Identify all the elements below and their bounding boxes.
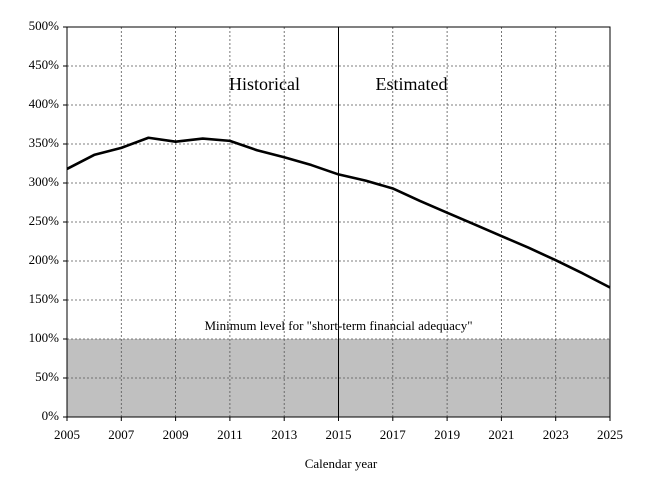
y-tick-label: 50% <box>35 369 59 384</box>
region-label: Estimated <box>376 74 448 94</box>
x-tick-label: 2013 <box>271 427 297 442</box>
y-tick-label: 350% <box>29 135 60 150</box>
x-tick-label: 2007 <box>108 427 135 442</box>
y-tick-label: 250% <box>29 213 60 228</box>
y-tick-label: 200% <box>29 252 60 267</box>
x-tick-label: 2021 <box>488 427 514 442</box>
y-tick-label: 0% <box>42 408 60 423</box>
x-tick-label: 2025 <box>597 427 623 442</box>
x-tick-label: 2019 <box>434 427 460 442</box>
x-tick-label: 2005 <box>54 427 80 442</box>
x-tick-label: 2023 <box>543 427 569 442</box>
x-tick-label: 2011 <box>217 427 243 442</box>
region-label: Historical <box>229 74 300 94</box>
y-tick-label: 300% <box>29 174 60 189</box>
y-tick-label: 150% <box>29 291 60 306</box>
y-tick-label: 400% <box>29 96 60 111</box>
threshold-label: Minimum level for "short-term financial … <box>205 318 473 333</box>
y-tick-label: 450% <box>29 57 60 72</box>
x-tick-label: 2017 <box>380 427 407 442</box>
y-tick-label: 500% <box>29 18 60 33</box>
data-line <box>66 136 611 289</box>
y-tick-label: 100% <box>29 330 60 345</box>
x-axis-label: Calendar year <box>305 456 378 471</box>
x-tick-label: 2009 <box>163 427 189 442</box>
x-tick-label: 2015 <box>326 427 352 442</box>
